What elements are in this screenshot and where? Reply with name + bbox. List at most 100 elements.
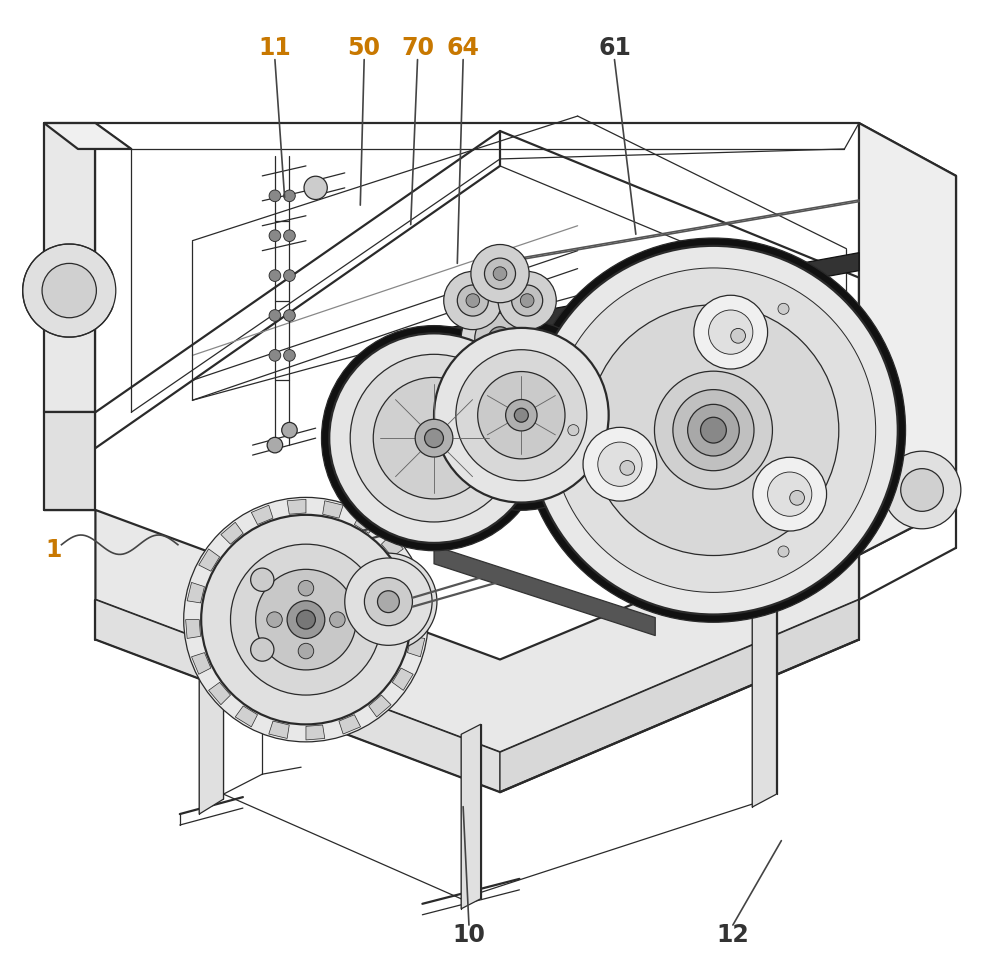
Polygon shape — [392, 668, 413, 690]
Circle shape — [350, 354, 518, 522]
Circle shape — [201, 515, 411, 725]
Circle shape — [901, 469, 943, 512]
Polygon shape — [411, 600, 426, 620]
Circle shape — [231, 544, 381, 695]
Circle shape — [694, 295, 768, 369]
Circle shape — [284, 349, 295, 361]
Circle shape — [269, 230, 281, 241]
Circle shape — [457, 285, 488, 316]
Polygon shape — [323, 501, 343, 518]
Circle shape — [512, 285, 543, 316]
Circle shape — [488, 327, 512, 350]
Circle shape — [345, 558, 432, 645]
Text: 50: 50 — [348, 36, 381, 60]
Circle shape — [287, 600, 325, 638]
Polygon shape — [192, 653, 211, 674]
Polygon shape — [251, 505, 273, 524]
Text: 1: 1 — [46, 537, 62, 561]
Circle shape — [444, 271, 502, 330]
Polygon shape — [859, 123, 956, 555]
Circle shape — [673, 389, 754, 471]
Circle shape — [551, 268, 876, 593]
Circle shape — [184, 497, 428, 741]
Polygon shape — [44, 413, 95, 510]
Circle shape — [269, 190, 281, 201]
Circle shape — [297, 610, 315, 630]
Polygon shape — [199, 575, 223, 814]
Polygon shape — [407, 636, 425, 657]
Circle shape — [709, 310, 753, 354]
Circle shape — [298, 581, 314, 595]
Polygon shape — [187, 583, 204, 603]
Circle shape — [426, 320, 616, 510]
Circle shape — [267, 437, 283, 452]
Circle shape — [364, 578, 412, 626]
Polygon shape — [235, 706, 258, 727]
Text: 64: 64 — [447, 36, 480, 60]
Circle shape — [620, 460, 635, 475]
Circle shape — [434, 328, 609, 502]
Circle shape — [478, 372, 565, 459]
Circle shape — [568, 424, 579, 436]
Circle shape — [256, 569, 356, 670]
Circle shape — [415, 419, 453, 457]
Circle shape — [456, 349, 587, 481]
Circle shape — [329, 334, 539, 543]
Polygon shape — [752, 566, 777, 807]
Circle shape — [688, 405, 739, 456]
Circle shape — [498, 271, 556, 330]
Text: 70: 70 — [401, 36, 434, 60]
Polygon shape — [209, 682, 230, 704]
Polygon shape — [434, 546, 655, 635]
Circle shape — [425, 429, 443, 448]
Circle shape — [701, 417, 726, 443]
Circle shape — [768, 472, 812, 517]
Polygon shape — [44, 123, 95, 413]
Polygon shape — [269, 721, 289, 739]
Circle shape — [588, 305, 839, 556]
Circle shape — [778, 304, 789, 314]
Polygon shape — [186, 620, 201, 638]
Circle shape — [520, 294, 534, 307]
Circle shape — [284, 309, 295, 321]
Circle shape — [471, 244, 529, 303]
Polygon shape — [500, 599, 859, 792]
Circle shape — [340, 554, 437, 650]
Circle shape — [269, 349, 281, 361]
Circle shape — [493, 267, 507, 280]
Circle shape — [461, 300, 539, 378]
Circle shape — [321, 326, 547, 551]
Circle shape — [378, 591, 399, 613]
Circle shape — [304, 176, 327, 199]
Circle shape — [23, 244, 116, 337]
Circle shape — [790, 490, 804, 505]
Circle shape — [269, 309, 281, 321]
Circle shape — [267, 612, 282, 628]
Polygon shape — [369, 695, 391, 717]
Polygon shape — [221, 523, 243, 544]
Circle shape — [251, 638, 274, 662]
Polygon shape — [381, 534, 403, 557]
Circle shape — [598, 442, 642, 486]
Circle shape — [484, 258, 516, 289]
Polygon shape — [95, 599, 500, 792]
Circle shape — [282, 422, 297, 438]
Circle shape — [284, 190, 295, 201]
Polygon shape — [54, 40, 956, 884]
Circle shape — [514, 409, 528, 422]
Circle shape — [529, 246, 898, 615]
Circle shape — [251, 568, 274, 592]
Circle shape — [753, 457, 827, 531]
Circle shape — [506, 400, 537, 431]
Text: 12: 12 — [716, 922, 749, 947]
Circle shape — [373, 378, 495, 499]
Polygon shape — [287, 499, 306, 514]
Circle shape — [284, 270, 295, 281]
Circle shape — [42, 264, 96, 318]
Circle shape — [475, 313, 525, 364]
Text: 61: 61 — [598, 36, 631, 60]
Circle shape — [330, 612, 345, 628]
Polygon shape — [306, 725, 325, 739]
Polygon shape — [461, 724, 481, 909]
Circle shape — [654, 371, 772, 489]
